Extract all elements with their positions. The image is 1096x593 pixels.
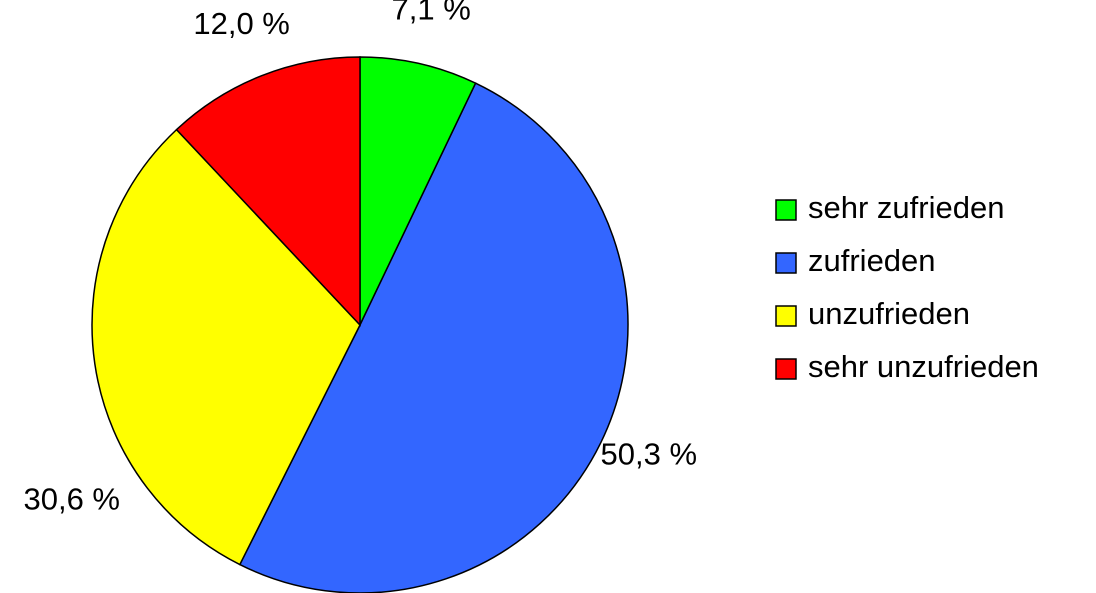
legend-swatch [775, 358, 797, 380]
legend-label: zufrieden [808, 243, 936, 278]
data-label: 7,1 % [391, 0, 470, 27]
pie-slice [91, 128, 361, 566]
legend-swatch [775, 199, 797, 221]
legend-label: sehr unzufrieden [808, 349, 1039, 384]
data-label: 30,6 % [23, 482, 120, 517]
legend-label: unzufrieden [808, 296, 970, 331]
legend-label: sehr zufrieden [808, 190, 1004, 225]
legend-swatch [775, 252, 797, 274]
data-label: 12,0 % [193, 6, 290, 41]
pie-slice [359, 56, 477, 326]
data-label: 50,3 % [601, 437, 698, 472]
pie-slice [175, 56, 361, 327]
legend-swatch [775, 305, 797, 327]
